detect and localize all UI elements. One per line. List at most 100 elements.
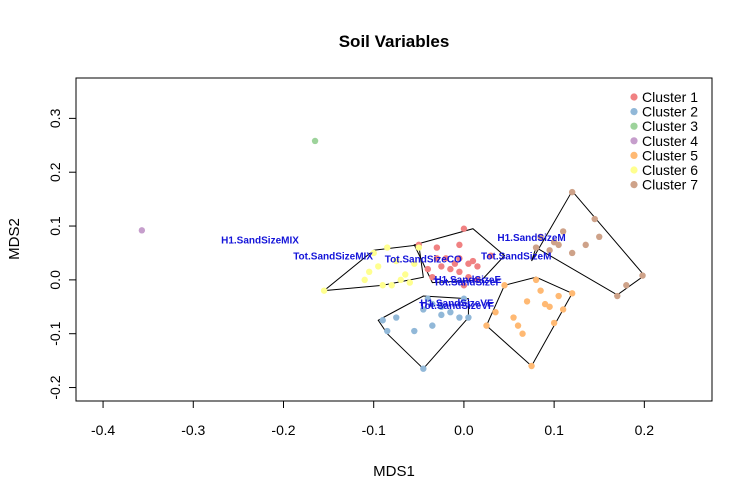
- point-cluster-5-7: [523, 298, 531, 305]
- point-cluster-5-16: [546, 303, 553, 310]
- point-cluster-5-1: [483, 322, 490, 329]
- y-tick-label: 0.3: [47, 108, 63, 128]
- variable-label-3: Tot.SandSizeCO: [385, 254, 462, 265]
- point-cluster-5-15: [568, 290, 576, 297]
- point-cluster-7-11: [614, 292, 621, 300]
- legend-swatch-cluster-2: [630, 108, 638, 116]
- point-cluster-1-2: [433, 244, 441, 251]
- point-cluster-1-18: [474, 276, 481, 284]
- variable-label-5: Tot.SandSizeM: [481, 252, 551, 263]
- point-cluster-6-14: [370, 249, 377, 257]
- x-tick-label: -0.4: [91, 422, 115, 438]
- legend-label-cluster-3: Cluster 3: [642, 118, 698, 134]
- point-cluster-6-11: [411, 260, 418, 267]
- legend-label-cluster-2: Cluster 2: [642, 104, 698, 120]
- hull-cluster-5: [485, 276, 573, 367]
- point-cluster-7-3: [546, 247, 553, 254]
- y-axis-label: MDS2: [6, 218, 23, 260]
- point-cluster-5-12: [550, 319, 558, 327]
- point-cluster-5-6: [519, 330, 526, 337]
- point-cluster-2-14: [424, 295, 432, 302]
- point-cluster-1-4: [456, 241, 463, 249]
- point-cluster-7-1: [532, 244, 540, 251]
- point-cluster-7-14: [550, 238, 558, 246]
- data-points: [138, 137, 646, 372]
- point-cluster-5-8: [528, 362, 535, 370]
- legend-label-cluster-6: Cluster 6: [642, 162, 698, 178]
- legend-label-cluster-5: Cluster 5: [642, 147, 698, 163]
- point-cluster-1-16: [456, 268, 463, 275]
- point-cluster-4-1: [138, 227, 146, 234]
- point-cluster-1-5: [487, 252, 495, 259]
- point-cluster-6-9: [402, 271, 409, 278]
- point-cluster-6-13: [393, 257, 400, 265]
- legend-swatch-cluster-7: [630, 181, 638, 189]
- point-cluster-6-6: [388, 282, 395, 289]
- point-cluster-1-12: [469, 257, 477, 265]
- point-cluster-5-4: [510, 314, 517, 321]
- point-cluster-1-14: [438, 263, 445, 270]
- x-axis: -0.4 -0.3 -0.2 -0.1 0.0 0.1 0.2: [91, 400, 655, 438]
- point-cluster-2-12: [465, 314, 472, 321]
- x-tick-label: -0.3: [181, 422, 205, 438]
- point-cluster-5-3: [501, 282, 508, 289]
- point-cluster-2-1: [379, 317, 386, 324]
- chart-title: Soil Variables: [339, 32, 450, 51]
- point-cluster-2-7: [438, 311, 445, 319]
- point-cluster-6-7: [384, 244, 391, 251]
- point-cluster-5-13: [555, 292, 562, 300]
- point-cluster-2-13: [420, 365, 427, 372]
- x-tick-label: 0.1: [544, 422, 564, 438]
- variable-label-2: Tot.SandSizeMIX: [293, 252, 373, 263]
- point-cluster-1-13: [474, 263, 481, 270]
- variable-label-6: H1.SandSizeF: [434, 275, 500, 286]
- point-cluster-5-10: [537, 287, 544, 294]
- point-cluster-2-3: [393, 314, 400, 321]
- legend-label-cluster-4: Cluster 4: [642, 133, 698, 149]
- hull-cluster-6: [322, 244, 424, 292]
- point-cluster-2-8: [447, 308, 454, 316]
- x-tick-label: -0.2: [271, 422, 295, 438]
- point-cluster-2-4: [411, 327, 418, 335]
- point-cluster-2-15: [438, 303, 445, 310]
- point-cluster-7-12: [623, 282, 630, 289]
- variable-label-1: H1.SandSizeMIX: [221, 236, 299, 247]
- legend-swatch-cluster-1: [630, 93, 638, 101]
- point-cluster-1-17: [465, 273, 472, 281]
- point-cluster-1-6: [424, 265, 432, 273]
- point-cluster-5-2: [492, 308, 499, 316]
- plot-frame: [75, 77, 713, 402]
- legend-swatch-cluster-5: [630, 151, 638, 159]
- point-cluster-7-5: [559, 228, 567, 235]
- point-cluster-2-11: [460, 295, 468, 302]
- point-cluster-2-9: [456, 314, 463, 321]
- point-cluster-7-10: [596, 233, 603, 241]
- y-tick-label: -0.2: [47, 375, 63, 399]
- point-cluster-3-1: [311, 137, 319, 145]
- point-cluster-6-4: [375, 263, 382, 270]
- point-cluster-6-3: [365, 268, 373, 275]
- point-cluster-7-6: [568, 249, 576, 257]
- variable-label-8: H1.SandSizeVF: [420, 298, 493, 309]
- point-cluster-2-2: [384, 327, 391, 335]
- legend-swatch-cluster-3: [630, 122, 638, 130]
- point-cluster-6-8: [397, 276, 404, 284]
- point-cluster-5-9: [532, 276, 540, 284]
- point-cluster-7-9: [591, 215, 598, 223]
- x-tick-label: 0.2: [635, 422, 655, 438]
- point-cluster-6-2: [361, 276, 368, 284]
- point-cluster-1-15: [447, 265, 454, 273]
- point-cluster-1-7: [433, 255, 441, 262]
- point-cluster-2-10: [429, 300, 436, 308]
- y-tick-label: -0.1: [47, 321, 63, 345]
- point-cluster-1-3: [460, 225, 468, 232]
- variable-label-7: Tot.SandSizeF: [433, 277, 501, 288]
- point-cluster-6-5: [379, 282, 386, 289]
- legend-label-cluster-1: Cluster 1: [642, 89, 698, 105]
- variable-label-4: H1.SandSizeM: [497, 233, 565, 244]
- variable-labels: H1.SandSizeMIX Tot.SandSizeMIX Tot.SandSiz…: [221, 233, 566, 312]
- point-cluster-7-2: [537, 233, 544, 241]
- legend-swatch-cluster-4: [630, 137, 638, 145]
- legend-swatch-cluster-6: [630, 166, 638, 174]
